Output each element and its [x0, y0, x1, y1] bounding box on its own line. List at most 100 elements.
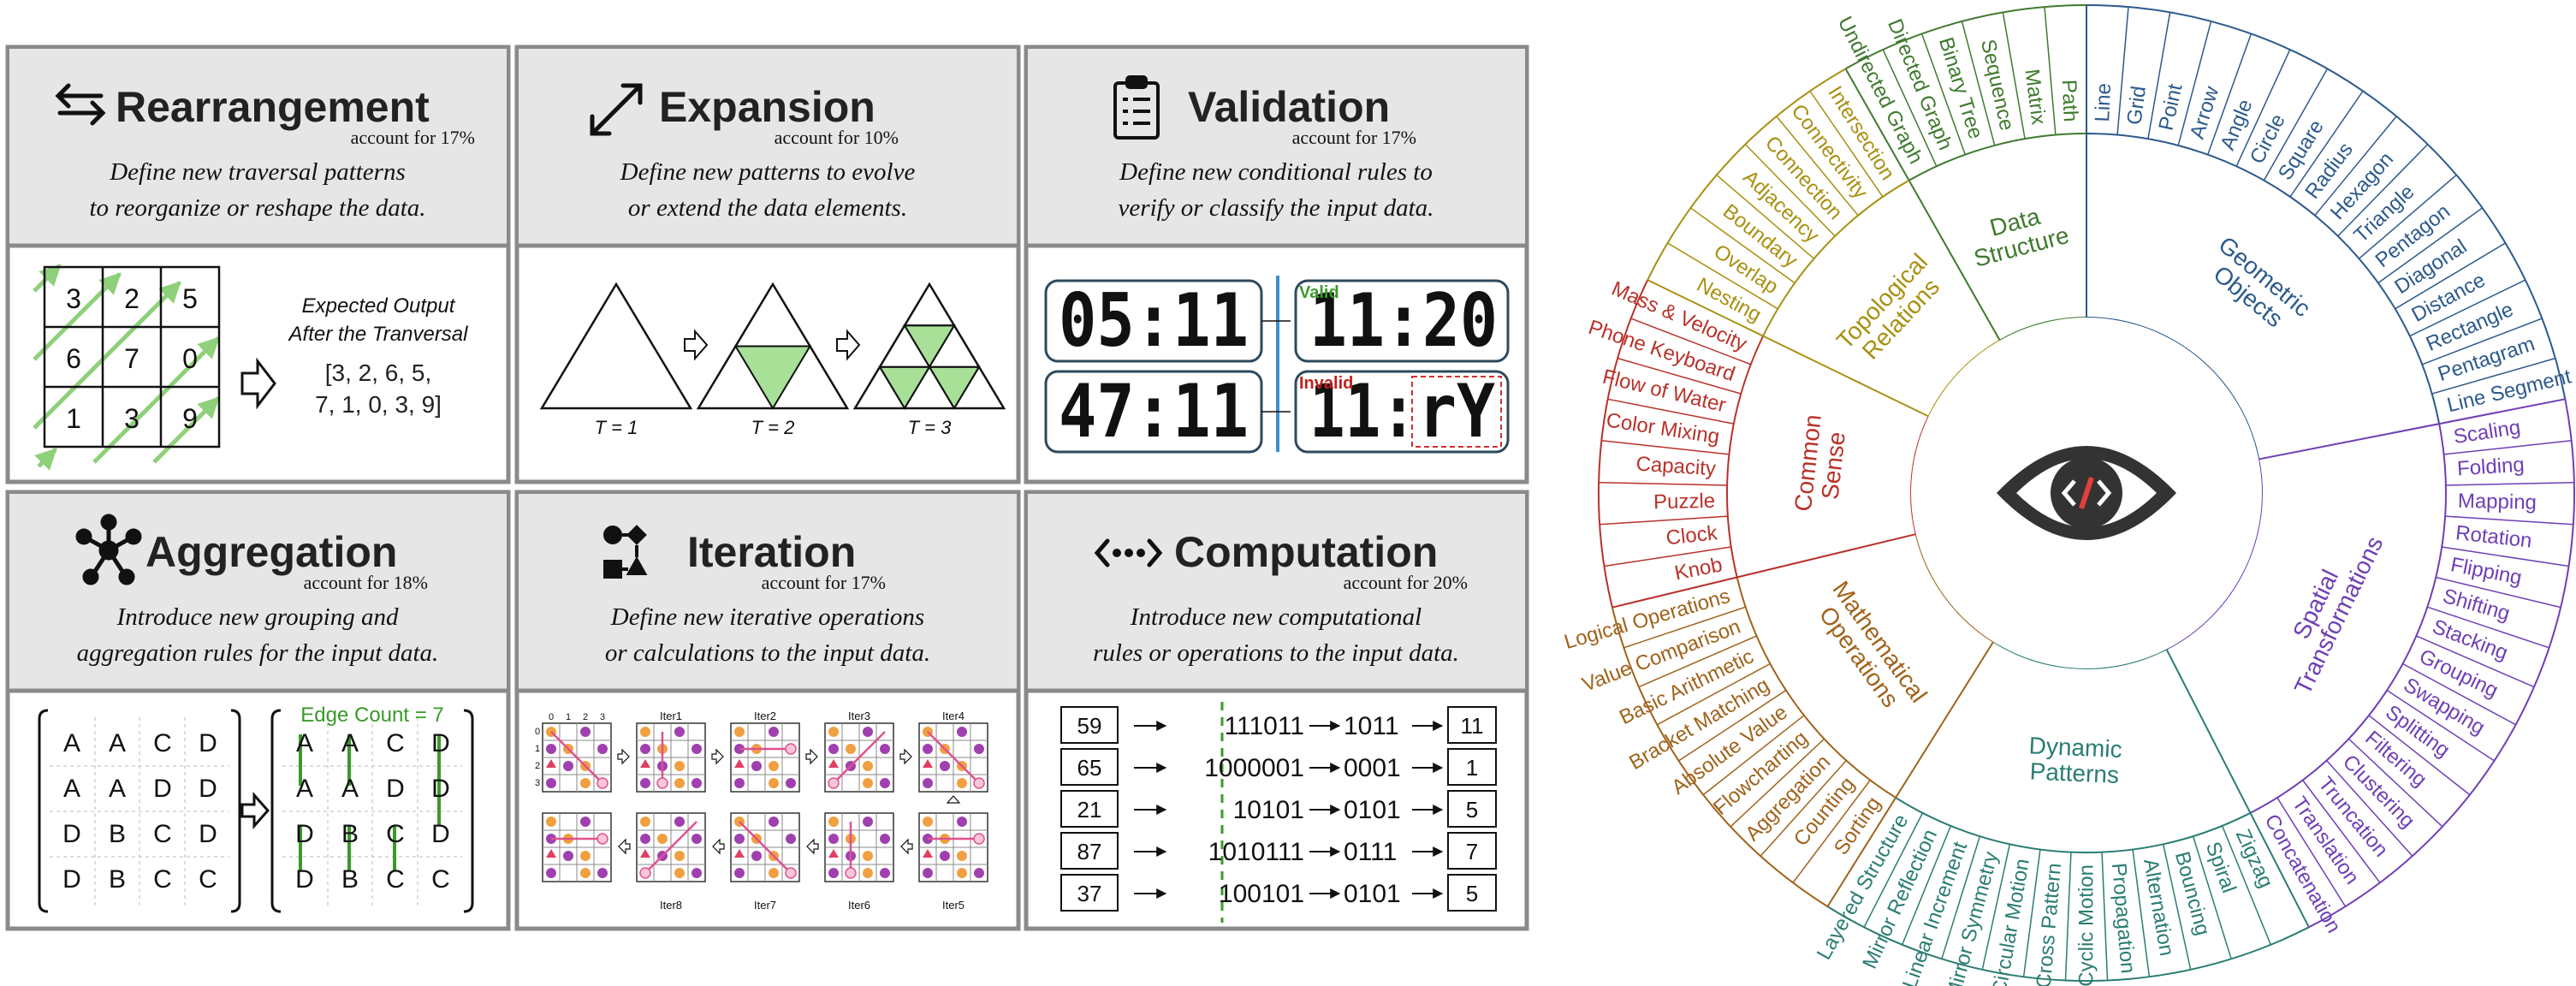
iteration-grid	[542, 722, 612, 793]
output-value: 5	[1466, 797, 1478, 823]
wheel-item-label: Arrow	[2186, 83, 2224, 141]
computation-body: 59 111011 1011 11 65 1000001 0001 1 21 10101 0101 5…	[1060, 702, 1497, 923]
small-hollow-arrow-icon	[618, 838, 631, 855]
invalid-highlight-box	[1411, 376, 1502, 448]
traversal-grid	[43, 265, 221, 448]
wheel-item-label: Folding	[2456, 453, 2525, 480]
axis-number: 0	[535, 727, 540, 737]
wheel-item-label: Cross Pattern	[2033, 862, 2067, 986]
binary-value: 100101	[1219, 880, 1304, 908]
panel-title-iteration: Iteration	[687, 528, 856, 576]
iteration-label: Iter4	[942, 710, 965, 722]
wheel-item-label: Capacity	[1635, 453, 1717, 481]
axis-number: 1	[535, 744, 540, 754]
panel-title-computation: Computation	[1174, 528, 1438, 576]
panel-rearrangement	[5, 45, 511, 484]
iteration-grid	[730, 722, 800, 793]
grid-cell: 5	[182, 283, 198, 314]
binary-value: 10101	[1233, 796, 1304, 824]
aggregation-body: A A C DA A D DD B C DD B C C A A C DA A D DD B C DD B C C Edge C…	[38, 704, 474, 913]
clock-bottom-right-glyphs: rY	[1418, 369, 1495, 454]
iteration-grid	[636, 812, 706, 882]
panel-title-aggregation: Aggregation	[145, 528, 397, 576]
header-iteration: Iteration account for 17% Define new ite…	[603, 525, 930, 667]
computation-row: 21 10101 0101 5	[1060, 790, 1497, 828]
matrix-cell: A	[341, 729, 359, 757]
panel-desc1-computation: Introduce new computational	[1130, 603, 1422, 631]
matrix-cell: D	[295, 865, 314, 894]
matrix-cell: D	[62, 865, 81, 894]
small-hollow-arrow-icon	[805, 748, 818, 765]
matrix-cell: C	[386, 729, 405, 757]
iteration-label: Iter5	[942, 899, 965, 912]
traversal-arrows	[33, 264, 220, 471]
binary-value: 1010111	[1208, 838, 1304, 866]
eye-code-icon	[1997, 446, 2176, 540]
nibble-value: 0101	[1344, 796, 1401, 824]
panel-share-expansion: account for 10%	[775, 127, 899, 148]
axis-number: 0	[549, 712, 554, 722]
wheel-item-label: Knob	[1673, 553, 1724, 585]
panel-share-iteration: account for 17%	[762, 572, 886, 593]
iteration-grid	[918, 812, 988, 882]
matrix-cell: B	[109, 865, 126, 894]
matrix-cell: A	[109, 729, 126, 757]
matrix-cell: A	[63, 775, 80, 803]
binary-value: 1000001	[1204, 754, 1304, 782]
panel-share-validation: account for 17%	[1292, 127, 1416, 148]
input-value: 65	[1077, 755, 1102, 781]
matrix-cell: D	[386, 775, 405, 803]
panel-share-aggregation: account for 18%	[304, 572, 428, 593]
matrix-cell: A	[296, 775, 313, 803]
wheel-item-label: Puzzle	[1653, 490, 1716, 514]
nibble-value: 0001	[1344, 754, 1401, 782]
invalid-label: Invalid	[1299, 374, 1353, 393]
input-value: 87	[1077, 839, 1102, 864]
matrix-cell: C	[431, 865, 450, 894]
small-hollow-arrow-icon	[684, 329, 709, 361]
axis-number: 1	[566, 712, 571, 722]
nibble-value: 1011	[1344, 712, 1399, 740]
small-hollow-arrow-icon	[806, 838, 819, 855]
small-hollow-arrow-icon	[617, 748, 630, 765]
t2-label: T = 2	[751, 417, 795, 438]
header-validation: Validation account for 17% Define new co…	[1113, 75, 1433, 222]
left-matrix: A A C DA A D DD B C DD B C C	[38, 709, 241, 913]
matrix-cell: B	[341, 820, 359, 848]
iteration-label: Iter8	[660, 899, 682, 912]
panel-desc2-iteration: or calculations to the input data.	[605, 639, 930, 667]
output-line-2: 7, 1, 0, 3, 9]	[315, 391, 442, 418]
iteration-label: Iter1	[660, 710, 682, 722]
axis-number: 2	[583, 712, 588, 722]
wheel-item-label: Path	[2057, 79, 2082, 122]
clock-bottom-right-digits: 11:	[1309, 369, 1416, 454]
wheel-item-label: Clock	[1665, 521, 1719, 549]
wheel-item-label: Scaling	[2452, 416, 2522, 449]
down-arrow-icon	[946, 795, 961, 804]
input-value: 59	[1077, 713, 1102, 739]
header-expansion: Expansion account for 10% Define new pat…	[590, 83, 916, 222]
panel-desc1-expansion: Define new patterns to evolve	[620, 158, 916, 186]
matrix-cell: C	[153, 729, 172, 757]
wheel-item-label: Line	[2091, 82, 2116, 122]
grid-cell: 9	[182, 403, 198, 434]
wheel-item-label: Matrix	[2020, 68, 2050, 126]
triangle-t2: T = 2	[696, 282, 850, 438]
output-value: 5	[1466, 881, 1478, 906]
panel-desc2-expansion: or extend the data elements.	[628, 194, 907, 222]
small-hollow-arrow-icon	[711, 748, 724, 765]
header-rearrangement: Rearrangement account for 17% Define new…	[55, 83, 475, 222]
t1-label: T = 1	[595, 417, 638, 438]
iteration-label: Iter2	[754, 710, 776, 722]
panel-aggregation	[5, 490, 511, 931]
panel-expansion	[514, 45, 1021, 484]
matrix-cell: D	[431, 729, 450, 757]
panel-desc1-rearrangement: Define new traversal patterns	[109, 158, 406, 186]
right-hollow-arrow-icon	[240, 792, 270, 829]
edge-lines	[299, 734, 441, 871]
after-traversal-label: After the Tranversal	[288, 323, 469, 346]
matrix-cell: A	[296, 729, 313, 757]
rearrangement-body: 3 2 5 6 7 0 1 3 9 Expected Output After …	[33, 264, 469, 471]
triangle-t3: T = 3	[852, 282, 1006, 438]
